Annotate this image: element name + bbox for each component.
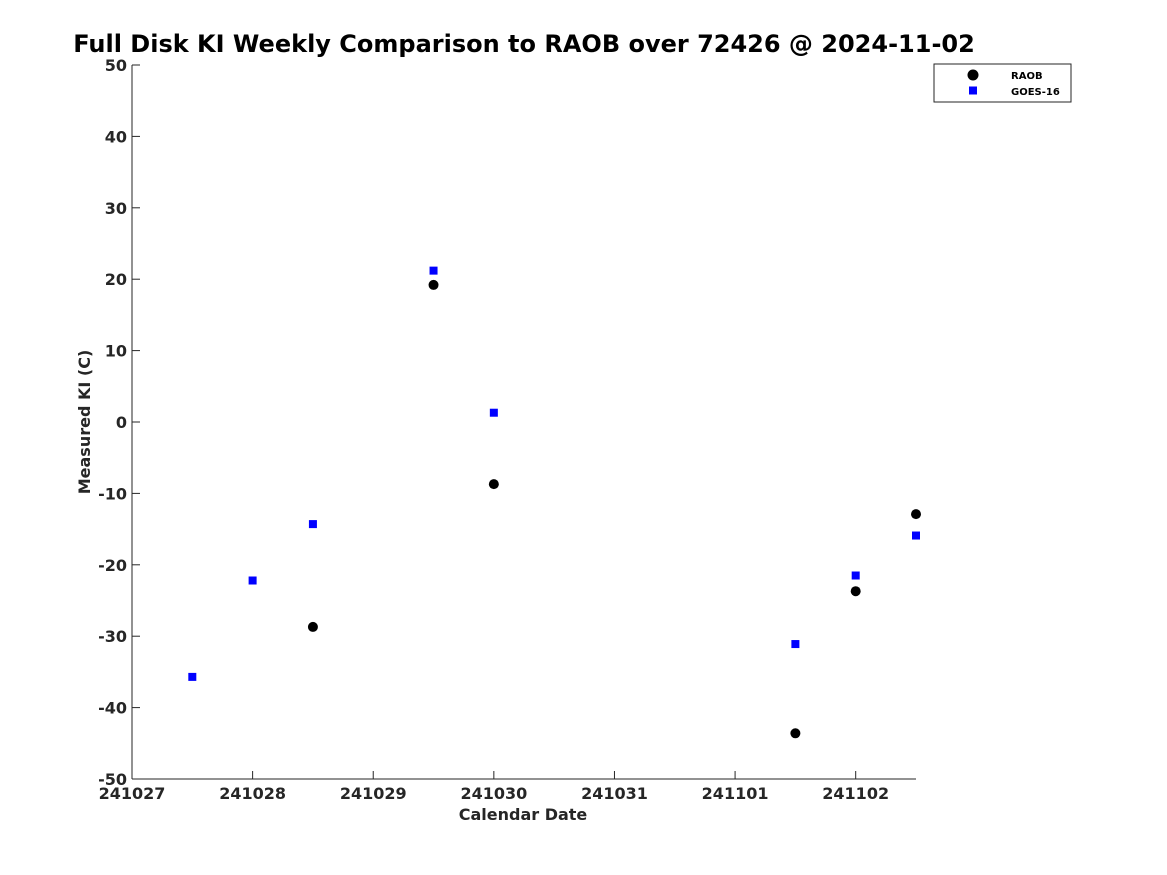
y-tick-label: -40 <box>98 699 127 718</box>
goes-16-point <box>308 520 317 529</box>
x-tick-label: 241101 <box>702 784 769 803</box>
legend: RAOB GOES-16 <box>933 63 1072 103</box>
raob-point <box>911 509 921 520</box>
y-ticks: 50 40 30 20 10 0 -10 -20 -30 -40 -50 <box>98 56 140 789</box>
x-tick-label: 241031 <box>581 784 648 803</box>
chart-title: Full Disk KI Weekly Comparison to RAOB o… <box>73 30 975 58</box>
y-tick-label: -20 <box>98 556 127 575</box>
x-tick-label: 241102 <box>822 784 889 803</box>
y-tick-label: 10 <box>105 342 127 361</box>
data-points <box>188 266 921 739</box>
goes-16-point <box>851 571 860 580</box>
x-tick-label: 241030 <box>460 784 527 803</box>
y-tick-label: 20 <box>105 270 127 289</box>
raob-point <box>850 586 861 597</box>
goes-16-point <box>489 408 498 417</box>
y-tick-label: 30 <box>105 199 127 218</box>
x-axis-label: Calendar Date <box>459 805 588 824</box>
y-tick-label: 0 <box>116 413 127 432</box>
raob-point <box>428 279 439 290</box>
y-tick-label: -30 <box>98 627 127 646</box>
raob-point <box>488 479 499 490</box>
raob-point <box>790 728 801 739</box>
y-tick-label: -10 <box>98 484 127 503</box>
goes-16-point <box>188 672 197 681</box>
goes-16-point <box>912 531 920 540</box>
goes-16-point <box>791 640 800 649</box>
goes-16-point <box>248 576 257 585</box>
y-tick-label: -50 <box>98 770 127 789</box>
y-tick-label: 50 <box>105 56 127 75</box>
x-tick-label: 241029 <box>340 784 407 803</box>
axes <box>131 65 916 780</box>
legend-raob-label: RAOB <box>1011 71 1043 82</box>
y-tick-label: 40 <box>105 127 127 146</box>
legend-raob-marker <box>967 69 979 81</box>
y-axis-label: Measured KI (C) <box>75 350 94 495</box>
legend-box <box>933 63 1072 103</box>
goes-16-point <box>429 266 438 275</box>
x-tick-label: 241028 <box>219 784 286 803</box>
legend-goes-label: GOES-16 <box>1011 87 1060 98</box>
legend-goes-marker <box>969 86 977 95</box>
x-tick-label: 241027 <box>99 784 166 803</box>
x-ticks: 241027 241028 241029 241030 241031 241101 2411… <box>99 771 889 803</box>
raob-point <box>307 621 318 632</box>
